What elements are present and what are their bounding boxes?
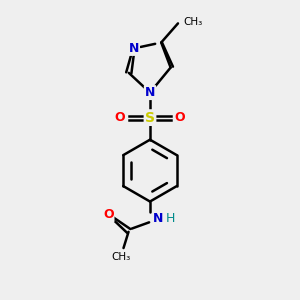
Text: N: N xyxy=(145,86,155,99)
Text: N: N xyxy=(129,42,139,55)
Text: O: O xyxy=(175,111,185,124)
Text: O: O xyxy=(103,208,113,221)
Text: CH₃: CH₃ xyxy=(111,253,130,262)
Text: CH₃: CH₃ xyxy=(183,17,202,27)
Text: O: O xyxy=(115,111,125,124)
Text: H: H xyxy=(165,212,175,224)
Text: S: S xyxy=(145,111,155,124)
Text: N: N xyxy=(153,212,164,224)
